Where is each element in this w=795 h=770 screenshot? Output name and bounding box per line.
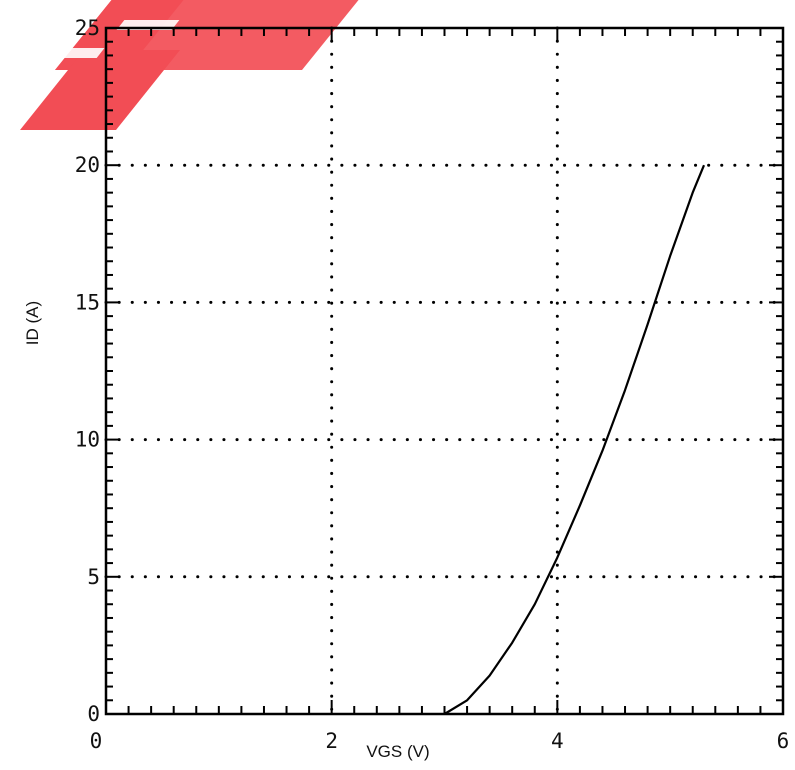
y-tick-label: 5 [87, 565, 100, 589]
y-tick-label: 20 [75, 153, 100, 177]
y-tick-label: 25 [75, 16, 100, 40]
series-line-0 [443, 164, 706, 715]
y-axis-label: ID (A) [23, 301, 42, 345]
x-tick-label: 2 [325, 729, 338, 753]
x-tick-labels: 0 2 4 6 [90, 729, 790, 753]
y-tick-label: 15 [75, 290, 100, 314]
x-tick-label: 6 [777, 729, 790, 753]
y-tick-labels: 0 5 10 15 20 25 [75, 16, 100, 726]
x-tick-label: 4 [551, 729, 564, 753]
y-tick-label: 10 [75, 428, 100, 452]
x-axis-label: VGS (V) [366, 742, 429, 761]
minor-ticks [106, 28, 783, 714]
grid [104, 26, 785, 716]
x-tick-label: 0 [90, 729, 103, 753]
watermark-logo [20, 0, 359, 130]
plot-frame [104, 26, 785, 716]
plot-border [104, 26, 785, 716]
y-tick-label: 0 [87, 702, 100, 726]
data-series [443, 164, 706, 715]
